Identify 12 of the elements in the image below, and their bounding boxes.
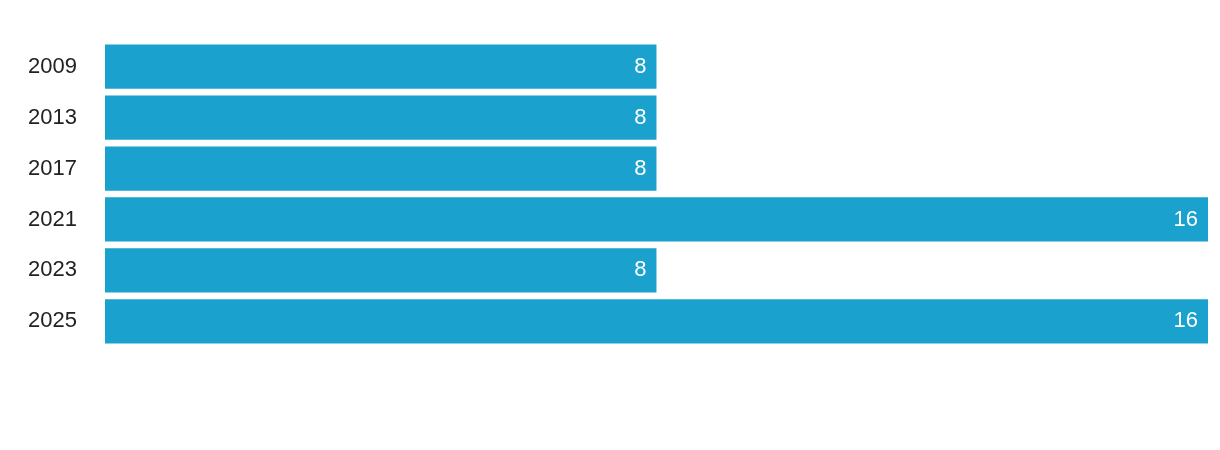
y-tick-label: 2025 — [27, 307, 77, 333]
y-tick-label: 2021 — [27, 205, 77, 231]
data-label: 8 — [634, 52, 647, 78]
data-label: 16 — [1173, 205, 1198, 231]
data-label: 8 — [634, 103, 647, 129]
y-tick-label: 2017 — [27, 154, 77, 180]
data-label: 16 — [1173, 307, 1198, 333]
y-tick-label: 2009 — [27, 52, 77, 78]
y-tick-label: 2013 — [27, 103, 77, 129]
data-label: 8 — [634, 256, 647, 282]
data-label: 8 — [634, 154, 647, 180]
y-tick-label: 2023 — [27, 256, 77, 282]
